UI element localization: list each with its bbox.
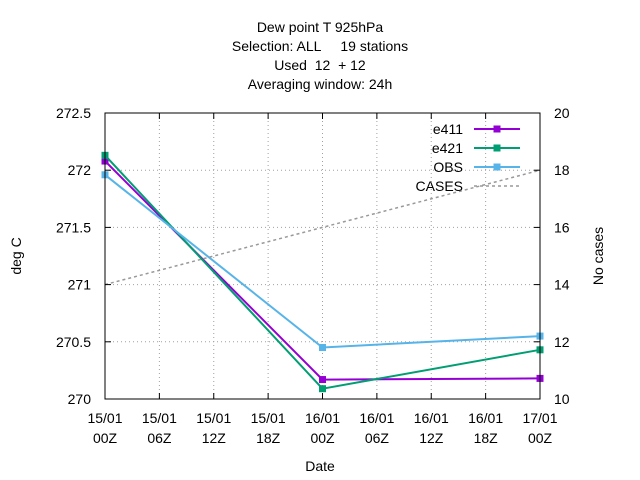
y-tick-label: 272	[68, 162, 92, 178]
x-tick-label-date: 16/01	[414, 410, 449, 426]
x-axis-label: Date	[305, 458, 335, 474]
axis-ticks: 15/01 00Z 15/01 06Z 15/01 12Z 15/01 18Z 16/01 00Z…	[56, 105, 570, 446]
x-tick-label-hour: 06Z	[147, 430, 172, 446]
data-point-e421	[319, 385, 326, 393]
x-tick-label-hour: 00Z	[93, 430, 118, 446]
title-line-2: Selection: ALL 19 stations	[232, 38, 408, 54]
x-tick-label-date: 16/01	[468, 410, 503, 426]
x-tick-label-hour: 18Z	[256, 430, 281, 446]
y-tick-label: 271.5	[56, 219, 91, 235]
grid	[105, 113, 540, 399]
legend-label-e421: e421	[432, 140, 463, 156]
y-tick-label: 270.5	[56, 334, 91, 350]
x-tick-label-date: 15/01	[196, 410, 231, 426]
legend-marker-e421	[493, 144, 501, 152]
y-tick-label: 271	[68, 277, 92, 293]
legend-marker-e411	[493, 125, 501, 133]
plot-area	[101, 151, 544, 393]
y2-tick-label: 20	[554, 105, 570, 121]
x-tick-label-date: 16/01	[359, 410, 394, 426]
y2-tick-label: 10	[554, 391, 570, 407]
series-line-cases	[104, 169, 541, 286]
plot-frame	[104, 112, 541, 400]
legend-label-obs: OBS	[433, 159, 463, 175]
x-tick-label-hour: 06Z	[365, 430, 390, 446]
y-tick-label: 270	[68, 391, 92, 407]
legend-marker-obs	[493, 163, 501, 171]
y2-axis-label: No cases	[590, 227, 606, 285]
legend: e411 e421 OBS CASES	[416, 121, 520, 194]
legend-label-e411: e411	[433, 121, 463, 137]
x-tick-label-date: 15/01	[142, 410, 177, 426]
y-tick-label: 272.5	[56, 105, 91, 121]
legend-label-cases: CASES	[416, 178, 463, 194]
data-point-e411	[319, 376, 326, 384]
y2-tick-label: 18	[554, 162, 570, 178]
data-point-obs	[319, 344, 326, 352]
x-tick-label-hour: 00Z	[528, 430, 553, 446]
x-tick-label-date: 17/01	[522, 410, 557, 426]
y2-tick-label: 12	[554, 334, 570, 350]
x-tick-label-hour: 12Z	[419, 430, 444, 446]
x-tick-label-hour: 00Z	[310, 430, 335, 446]
x-tick-label-date: 16/01	[305, 410, 340, 426]
y2-tick-label: 16	[554, 219, 570, 235]
chart-title: Dew point T 925hPa Selection: ALL 19 sta…	[232, 19, 408, 92]
y-axis-label: deg C	[8, 237, 24, 274]
title-line-3: Used 12 + 12	[274, 57, 366, 73]
y2-tick-label: 14	[554, 277, 570, 293]
x-tick-label-date: 15/01	[251, 410, 286, 426]
x-tick-label-hour: 12Z	[202, 430, 227, 446]
title-line-4: Averaging window: 24h	[248, 76, 393, 92]
x-tick-label-hour: 18Z	[474, 430, 499, 446]
title-line-1: Dew point T 925hPa	[257, 19, 384, 35]
x-tick-label-date: 15/01	[87, 410, 122, 426]
